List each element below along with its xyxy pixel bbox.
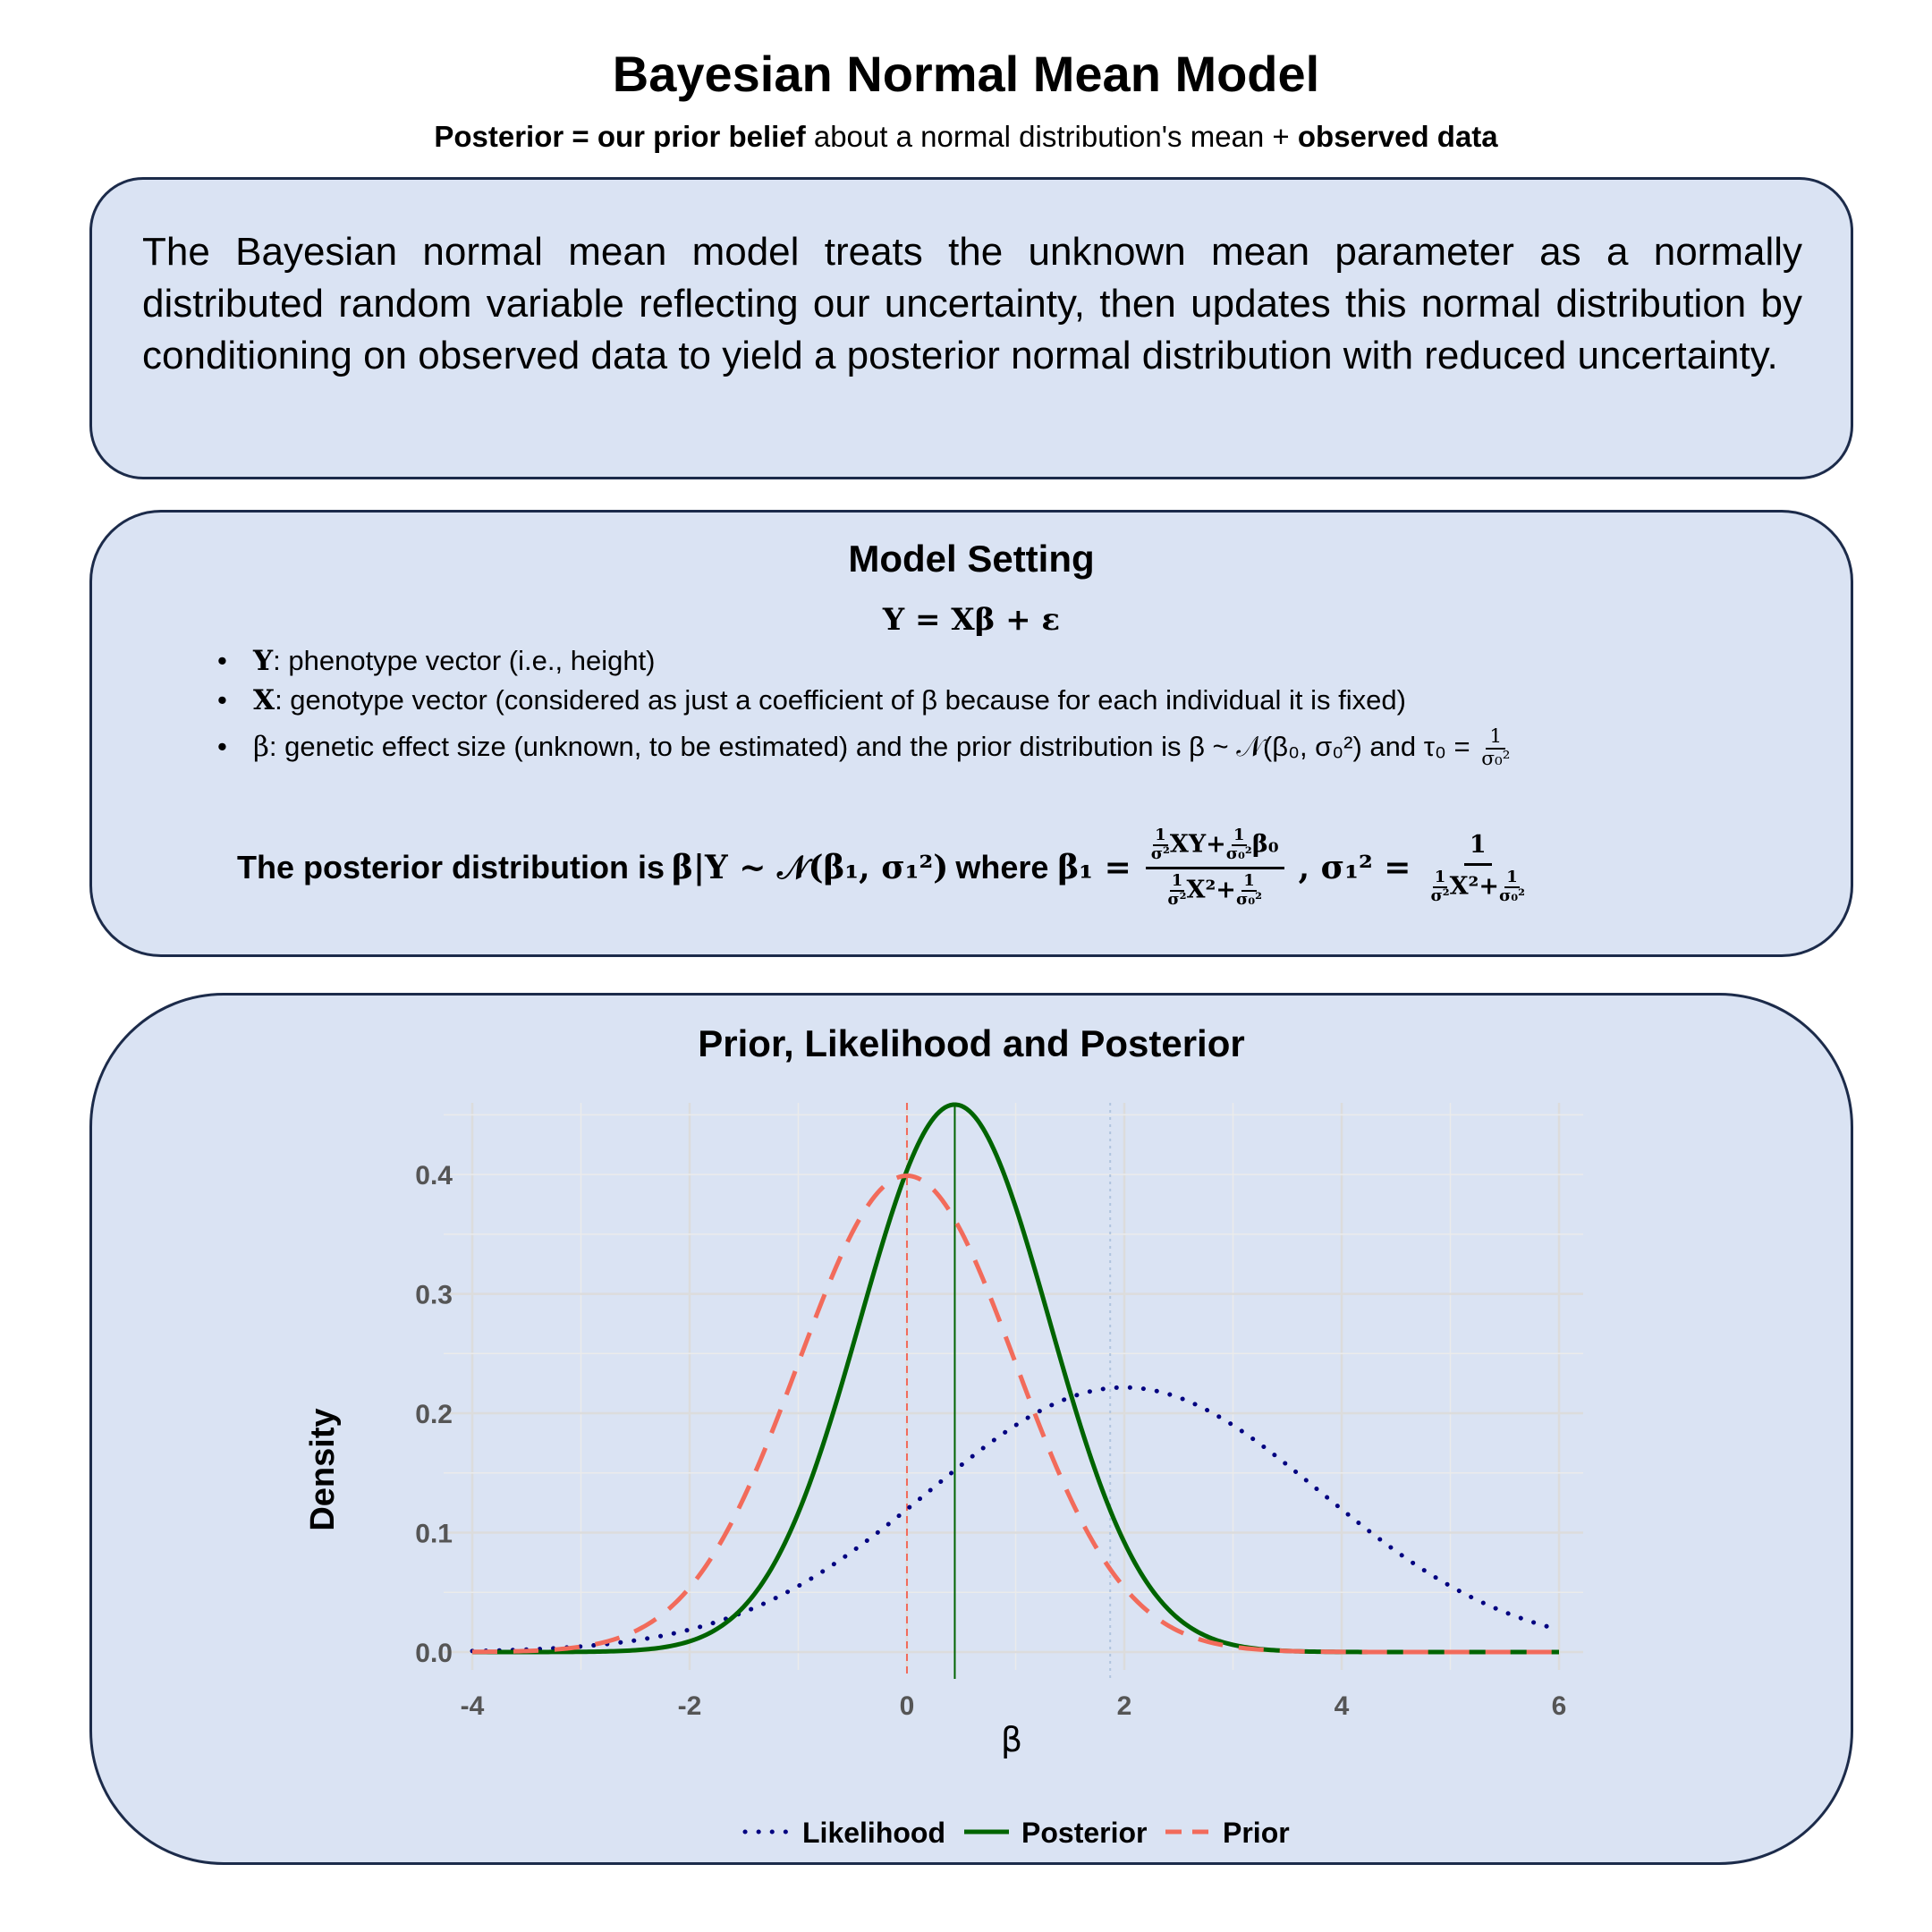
bullet-x: X: genotype vector (considered as just a… [217, 681, 1513, 720]
sigma1-label: , σ₁² = [1298, 849, 1411, 887]
legend-label-prior: Prior [1223, 1817, 1290, 1849]
series-prior-line [471, 1173, 1559, 1655]
series-likelihood-line [470, 1385, 1562, 1654]
density-chart: -4 -2 0 2 4 6 0.0 0.1 0.2 0.3 0.4 Density β Likeli… [304, 1102, 1583, 1849]
y-tick-label: 0.3 [415, 1281, 453, 1310]
chart-box: Prior, Likelihood and Posterior -4 -2 0 2 4 6… [89, 993, 1853, 1865]
chart-vlines [906, 1103, 1112, 1679]
bullet-x-symbol: X [253, 684, 275, 716]
bullet-y: Y: phenotype vector (i.e., height) [217, 641, 1513, 681]
posterior-formula: The posterior distribution is β|Y ~ 𝒩(β₁… [237, 826, 1538, 909]
posterior-dist: β|Y ~ 𝒩(β₁, σ₁²) [672, 848, 949, 886]
legend-label-posterior: Posterior [1021, 1817, 1147, 1849]
y-tick-label: 0.1 [415, 1520, 453, 1549]
posterior-where: where [955, 849, 1049, 886]
beta1-fraction: 1 σ² XY+ 1 σ₀² β₀ 1 σ² X²+ 1 σ₀² [1145, 826, 1284, 909]
bullet-x-text: : genotype vector (considered as just a … [275, 684, 1406, 716]
y-axis-title: Density [304, 1408, 342, 1530]
model-setting-box: Model Setting Y = Xβ + ε Y: phenotype ve… [89, 510, 1853, 957]
x-tick-label: 2 [1117, 1691, 1132, 1721]
y-tick-label: 0.0 [415, 1639, 453, 1668]
chart-ticks: -4 -2 0 2 4 6 0.0 0.1 0.2 0.3 0.4 [415, 1161, 1566, 1721]
chart-curves [470, 1102, 1562, 1655]
x-tick-label: -2 [678, 1691, 702, 1721]
bullet-beta-symbol: β [253, 731, 269, 763]
posterior-prefix: The posterior distribution is [237, 849, 665, 886]
legend-label-likelihood: Likelihood [802, 1817, 945, 1849]
intro-text: The Bayesian normal mean model treats th… [142, 230, 1802, 377]
subtitle-posterior: Posterior = our prior belief [434, 120, 806, 153]
page-title: Bayesian Normal Mean Model [612, 46, 1320, 102]
x-tick-label: 0 [900, 1691, 915, 1721]
y-tick-label: 0.4 [415, 1161, 453, 1191]
page-subtitle: Posterior = our prior belief about a nor… [0, 120, 1932, 154]
chart-title: Prior, Likelihood and Posterior [698, 1022, 1245, 1064]
y-tick-label: 0.2 [415, 1400, 453, 1429]
subtitle-middle: about a normal distribution's mean + [805, 120, 1298, 153]
model-setting-heading: Model Setting [848, 538, 1095, 580]
x-tick-label: -4 [461, 1691, 485, 1721]
bullet-beta-text: : genetic effect size (unknown, to be es… [268, 731, 1479, 762]
x-axis-title: β [1001, 1720, 1022, 1759]
bullet-beta: β: genetic effect size (unknown, to be e… [217, 725, 1513, 770]
chart-legend: Likelihood Posterior Prior [742, 1817, 1290, 1849]
beta1-label: β₁ = [1057, 849, 1131, 887]
x-tick-label: 4 [1335, 1691, 1350, 1721]
model-bullet-list: Y: phenotype vector (i.e., height) X: ge… [217, 641, 1513, 770]
intro-box: The Bayesian normal mean model treats th… [89, 177, 1853, 479]
bullet-y-symbol: Y [253, 645, 274, 677]
subtitle-data: observed data [1297, 120, 1498, 153]
model-equation: Y = Xβ + ε [882, 602, 1061, 638]
bullet-y-text: : phenotype vector (i.e., height) [273, 645, 656, 676]
chart-grid [444, 1103, 1583, 1670]
x-tick-label: 6 [1552, 1691, 1567, 1721]
sigma1-fraction: 1 1 σ² X²+ 1 σ₀² [1430, 830, 1526, 905]
tau0-fraction: 1 σ₀² [1481, 725, 1511, 770]
